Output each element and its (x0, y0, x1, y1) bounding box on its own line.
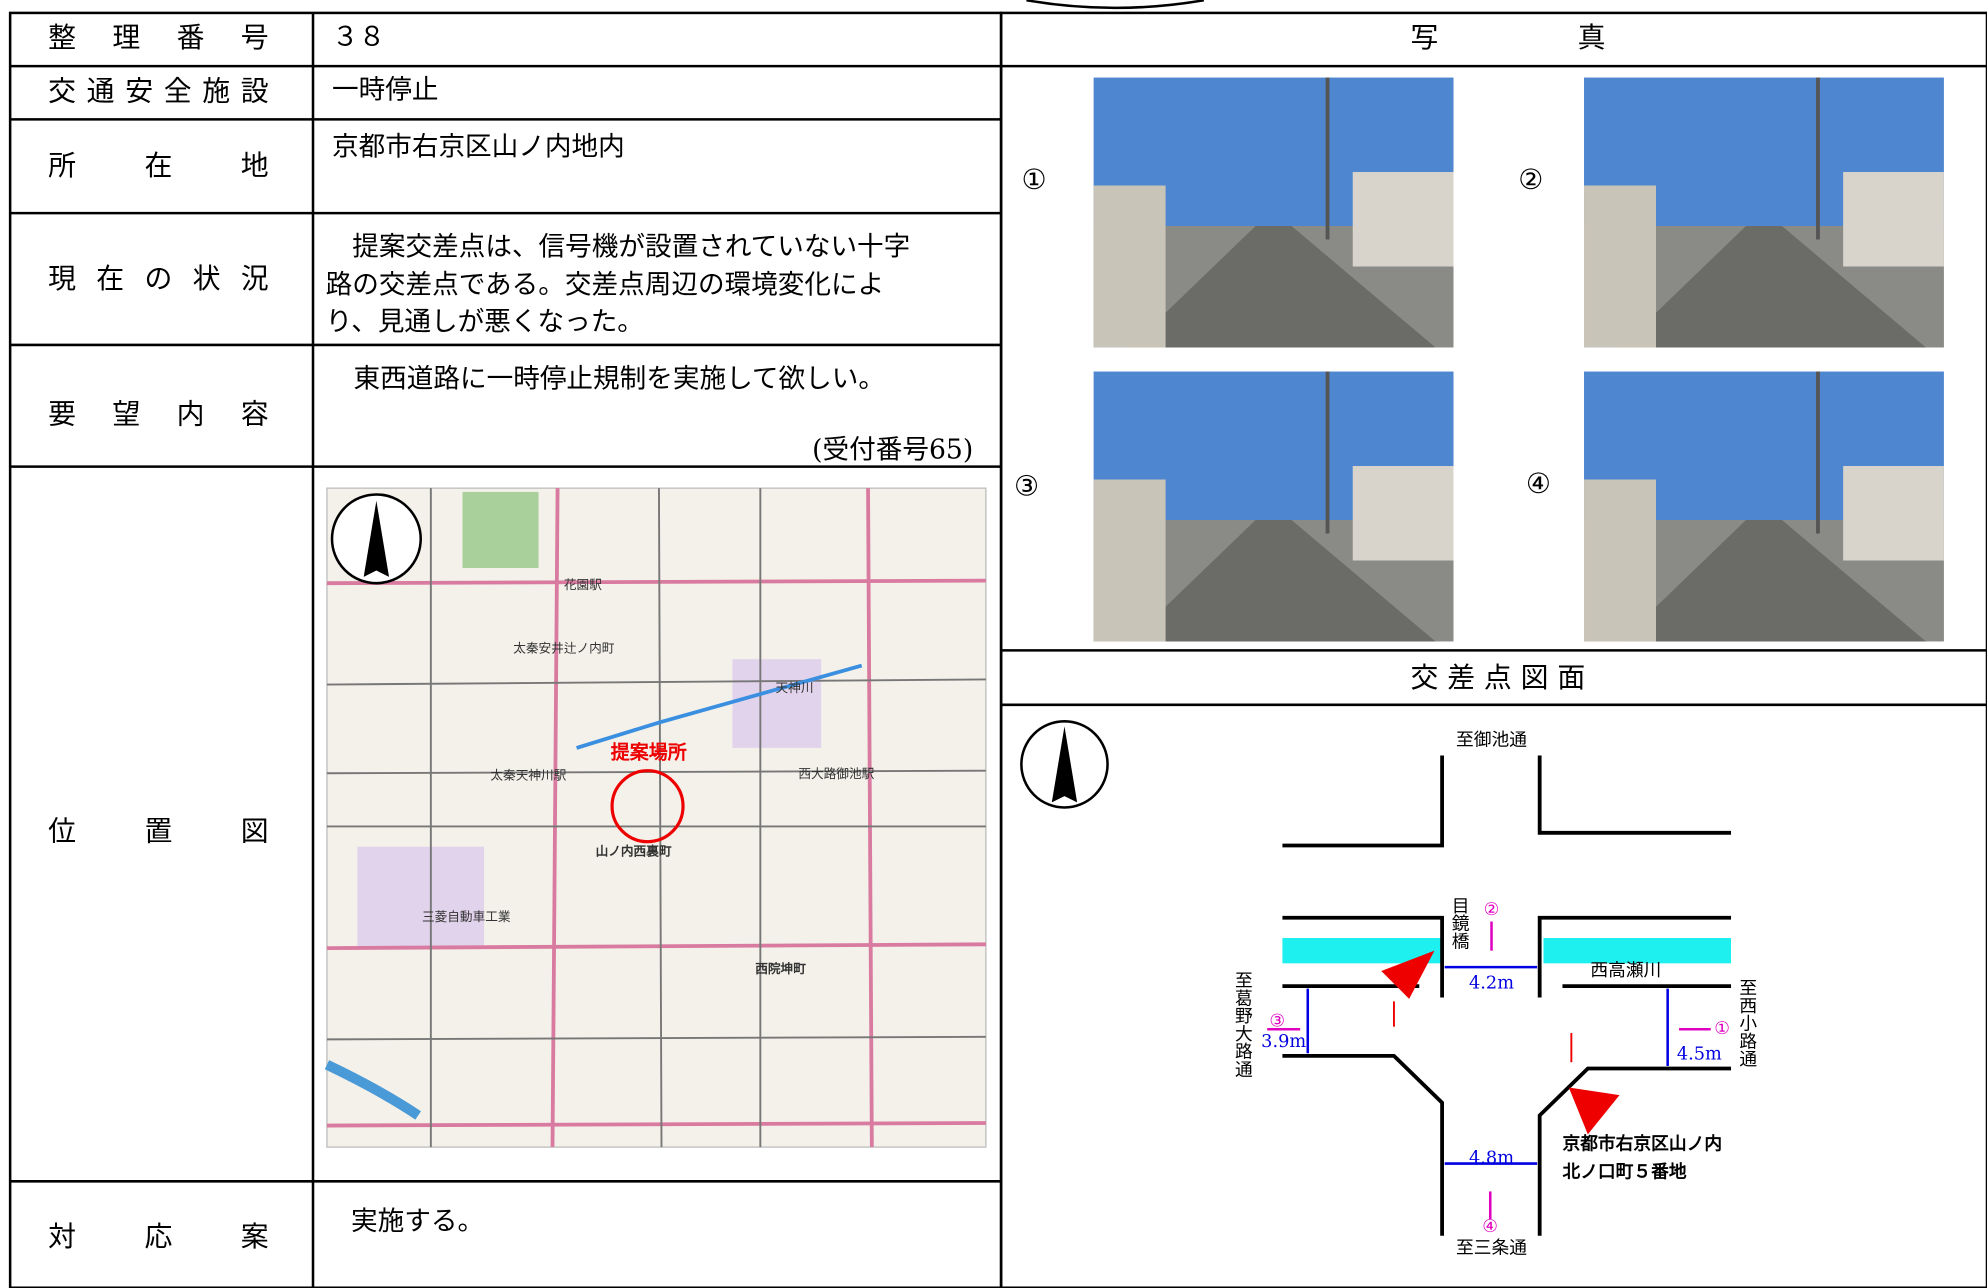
photo-road (1620, 520, 1926, 642)
row-value: 京都市右京区山ノ内地内 (332, 132, 625, 163)
stop-sign (1568, 1087, 1620, 1135)
tab-edge (1026, 0, 1205, 10)
photo-number: ① (1022, 163, 1047, 196)
photo-wall (1584, 479, 1657, 642)
map-area (462, 491, 539, 568)
row-label: 要 望 内 容 (48, 397, 268, 430)
photo-wall (1093, 479, 1166, 642)
view-label: ④ (1482, 1217, 1498, 1237)
receipt-note: (受付番号65) (812, 434, 973, 465)
map-road (326, 578, 986, 586)
photo-road (1129, 520, 1436, 642)
row-line-text: り、見通しが悪くなった。 (326, 306, 644, 337)
map-area (732, 659, 822, 748)
map-label: 西院坤町 (755, 961, 806, 976)
map-river (324, 1060, 421, 1120)
river (1543, 937, 1732, 964)
photo-number: ③ (1014, 470, 1039, 503)
map-street (326, 1035, 986, 1041)
direction-label: 至御池通 (1456, 729, 1527, 750)
diagram-title: 交 差 点 図 面 (1410, 661, 1585, 694)
photo-road (1620, 226, 1926, 348)
north-arrow-head (1051, 726, 1078, 803)
road-edge (1282, 1053, 1732, 1236)
road-edge (1282, 915, 1732, 998)
direction-label: 至西小路通 (1736, 979, 1757, 1068)
photo-building (1352, 172, 1454, 267)
photos (1093, 77, 1944, 642)
photo-wall (1584, 185, 1657, 348)
photo-wall (1093, 185, 1166, 348)
row-value: 一時停止 (332, 74, 438, 105)
proposal-label: 提案場所 (611, 740, 687, 763)
row-label: 所 在 地 (48, 149, 268, 182)
photo-number: ④ (1526, 467, 1551, 500)
address: 北ノ口町５番地 (1562, 1160, 1686, 1182)
river-label: 西高瀬川 (1590, 960, 1661, 981)
row-line-text: 提案交差点は、信号機が設置されていない十字 (326, 232, 911, 263)
location-map: 提案場所 山ノ内西裏町 西院坤町 太秦安井辻ノ内町 天神川 西大路御池駅 花園駅… (324, 487, 987, 1148)
map-area (357, 846, 485, 949)
map-street (326, 678, 986, 686)
map-label: 天神川 (776, 680, 814, 695)
map-road (550, 488, 560, 1148)
north-arrow-head (363, 500, 390, 577)
bridge-label: 目鏡橋 (1449, 896, 1470, 950)
map-label: 西大路御池駅 (798, 766, 874, 781)
width-label: 4.2m (1469, 974, 1514, 994)
map-label: 山ノ内西裏町 (596, 843, 672, 858)
map-label: 太秦安井辻ノ内町 (513, 641, 615, 656)
row-label: 現 在 の 状 況 (48, 262, 268, 295)
row-value: ３８ (332, 21, 385, 52)
width-label: 4.8m (1469, 1148, 1514, 1168)
map-road (326, 942, 986, 951)
address: 京都市右京区山ノ内 (1562, 1133, 1722, 1155)
photo-building (1843, 466, 1944, 561)
map-road (326, 1121, 986, 1128)
view-label: ① (1714, 1019, 1730, 1039)
dimension-lines (1306, 965, 1669, 1165)
direction-label: 至三条通 (1456, 1237, 1527, 1258)
intersection-diagram: 至御池通 至三条通 至葛野大路通 至西小路通 目鏡橋 西高瀬川 4.2m 3.9… (1020, 720, 1757, 1258)
map-frame (326, 487, 987, 1148)
row-line-text: 路の交差点である。交差点周辺の環境変化によ (326, 270, 885, 301)
map-label: 花園駅 (564, 577, 602, 592)
photos-title: 写 真 (1410, 21, 1605, 54)
road-edge (1282, 755, 1732, 848)
photo-building (1843, 172, 1944, 267)
row-label: 対 応 案 (48, 1220, 269, 1253)
map-river (576, 663, 863, 750)
photo-road (1129, 226, 1436, 348)
view-label: ③ (1269, 1012, 1285, 1032)
map-label: 太秦天神川駅 (490, 767, 566, 782)
row-value: 東西道路に一時停止規制を実施して欲しい。 (354, 363, 885, 394)
map-streets (326, 488, 986, 1148)
view-arrows (1267, 921, 1711, 1220)
photo-building (1352, 466, 1454, 561)
view-label: ② (1484, 900, 1500, 920)
width-label: 4.5m (1677, 1045, 1722, 1065)
stop-signs (1381, 950, 1620, 1135)
row-value: 実施する。 (351, 1206, 484, 1237)
map-label: 三菱自動車工業 (422, 909, 511, 924)
right-panel: 写 真 交 差 点 図 面 ① ② ③ ④ (999, 11, 1987, 1288)
photo-number: ② (1518, 163, 1543, 196)
stop-sign (1381, 950, 1435, 999)
row-label: 整 理 番 号 (48, 21, 268, 54)
proposal-marker (610, 769, 685, 844)
width-label: 3.9m (1261, 1032, 1306, 1052)
row-label: 位 置 図 (48, 814, 268, 847)
row-lines (10, 64, 1002, 1183)
direction-label: 至葛野大路通 (1232, 971, 1253, 1077)
